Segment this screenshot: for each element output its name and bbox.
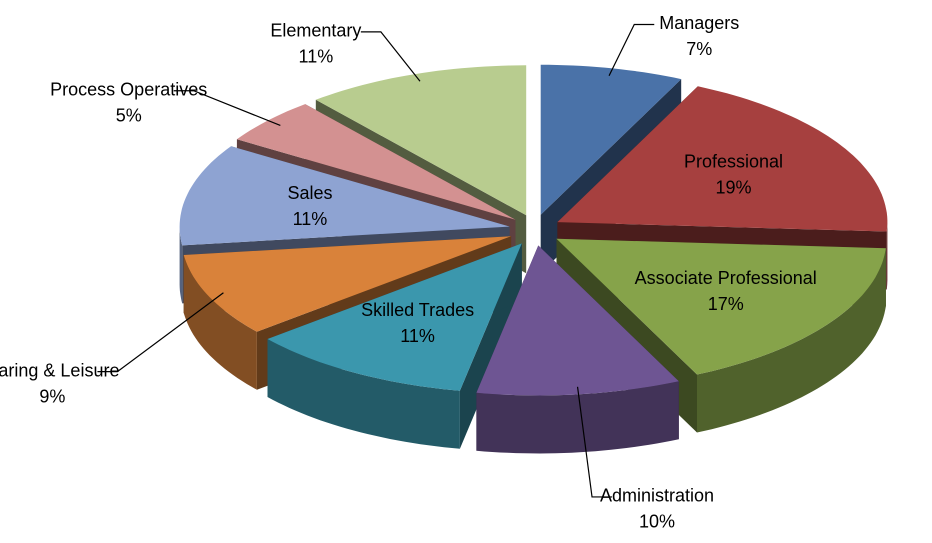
data-label-value: 11%	[299, 47, 334, 67]
data-label-name: Caring & Leisure	[0, 360, 119, 380]
data-label-value: 9%	[39, 386, 65, 406]
slice-top	[315, 65, 527, 216]
data-label-value: 10%	[639, 512, 675, 532]
leader-line	[173, 90, 281, 127]
data-label-value: 11%	[293, 209, 328, 229]
slice	[476, 245, 679, 454]
data-label-value: 11%	[400, 326, 435, 346]
data-label-value: 7%	[686, 39, 712, 59]
slice-top	[557, 86, 888, 232]
data-label-name: Sales	[287, 183, 332, 203]
data-label-value: 19%	[715, 177, 751, 197]
leader-line	[360, 31, 421, 82]
slice-wall	[183, 255, 257, 390]
data-label-name: Administration	[600, 486, 714, 506]
slice-wall	[886, 222, 888, 290]
data-label-name: Process Operatives	[50, 79, 207, 99]
data-label-name: Associate Professional	[635, 268, 817, 288]
data-label-name: Skilled Trades	[361, 300, 474, 320]
slice-top	[183, 236, 512, 332]
slice-wall	[267, 339, 460, 449]
slice-top	[556, 238, 886, 375]
leader-line	[576, 386, 613, 498]
slice	[267, 243, 522, 449]
slice-wall	[476, 381, 679, 454]
slice-top	[540, 64, 682, 215]
slice-top	[236, 104, 516, 220]
data-label-name: Professional	[684, 151, 783, 171]
slice-top	[179, 146, 510, 246]
data-label-value: 17%	[708, 294, 744, 314]
slice-top	[267, 243, 522, 391]
data-label-name: Managers	[659, 13, 739, 33]
data-label-name: Elementary	[270, 21, 361, 41]
data-label-value: 5%	[116, 105, 142, 125]
leader-line	[97, 292, 224, 373]
slice-top	[476, 245, 679, 396]
slice-wall	[179, 226, 183, 304]
slice-wall	[697, 248, 886, 433]
leader-line	[608, 23, 655, 76]
